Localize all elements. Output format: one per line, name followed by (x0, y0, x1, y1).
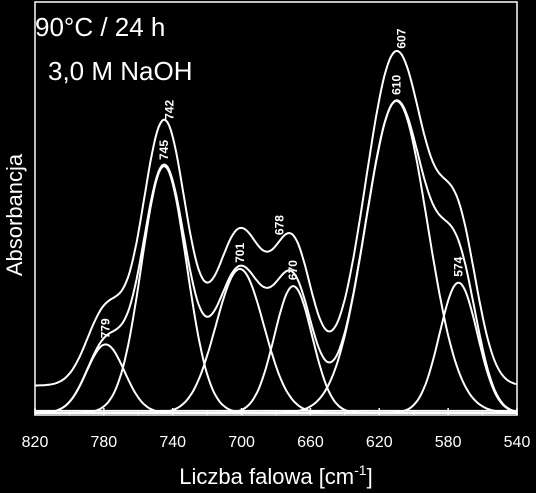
envelope-peak-label-742: 742 (162, 100, 176, 120)
envelope-peak-label-607: 607 (395, 28, 409, 48)
x-axis: 820 780 740 700 660 620 580 540 (22, 408, 531, 451)
component-band-745 (35, 164, 517, 414)
x-tick-label-580: 580 (435, 434, 462, 451)
peak-label-779: 779 (99, 318, 113, 338)
y-axis-label: Absorbancja (2, 153, 27, 276)
x-tick-label-820: 820 (22, 434, 49, 451)
annotation-line-1: 90°C / 24 h (35, 12, 165, 42)
peak-label-701: 701 (233, 243, 247, 263)
peak-label-610: 610 (390, 75, 404, 95)
peak-label-670: 670 (286, 260, 300, 280)
x-tick-label-660: 660 (297, 434, 324, 451)
x-axis-label: Liczba falowa [cm-1] (179, 462, 372, 489)
fit-sum-line (35, 99, 518, 414)
measured-line (35, 49, 518, 387)
x-tick-label-540: 540 (504, 434, 531, 451)
envelope-peak-label-678: 678 (272, 215, 286, 235)
x-tick-label-740: 740 (159, 434, 186, 451)
x-tick-label-700: 700 (228, 434, 255, 451)
peak-label-745: 745 (157, 140, 171, 160)
component-band-701 (35, 267, 517, 414)
component-band-670 (35, 285, 517, 414)
peak-labels: 779 745 701 670 610 574 742 678 607 (99, 28, 466, 338)
peak-label-574: 574 (452, 256, 466, 276)
x-tick-label-620: 620 (366, 434, 393, 451)
annotation-line-2: 3,0 M NaOH (48, 56, 193, 86)
x-tick-label-780: 780 (91, 434, 118, 451)
